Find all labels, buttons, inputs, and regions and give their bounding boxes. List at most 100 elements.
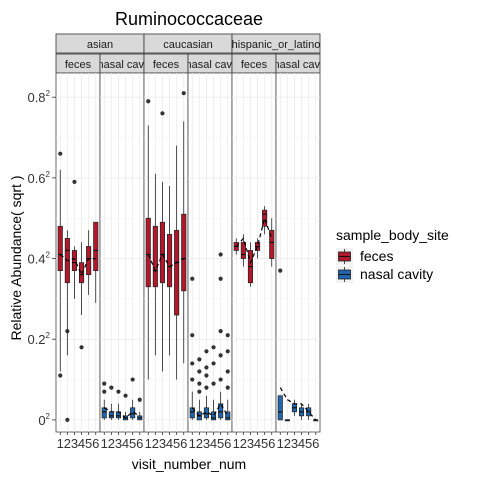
facet-strip-hispanic_or_latino xyxy=(231,33,321,54)
outlier-point xyxy=(146,99,151,104)
x-tick-label: 5 xyxy=(85,436,92,451)
y-axis: 02 0.22 0.42 0.62 0.82 xyxy=(27,89,56,428)
panel-strip-label: nasal cavi xyxy=(98,59,147,71)
box-body xyxy=(166,233,173,288)
outlier-point xyxy=(197,381,202,386)
panel-background xyxy=(187,72,233,433)
box-visit-6 xyxy=(181,91,187,364)
outlier-point xyxy=(218,329,223,334)
box-body xyxy=(145,217,151,288)
outlier-point xyxy=(218,276,223,281)
outlier-point xyxy=(190,333,195,338)
box-visit-3 xyxy=(203,349,210,420)
outlier-point xyxy=(130,377,135,382)
outlier-point xyxy=(116,389,121,394)
box-body xyxy=(152,225,158,288)
box-visit-3 xyxy=(115,389,122,420)
box-body xyxy=(262,209,268,227)
box-visit-1 xyxy=(145,99,151,380)
x-tick-label: 6 xyxy=(180,436,187,451)
box-visit-3 xyxy=(159,111,166,372)
outlier-point xyxy=(225,385,230,390)
panel-strip-label: feces xyxy=(153,59,180,71)
outlier-point xyxy=(204,385,209,390)
x-tick-label: 1 xyxy=(189,436,196,451)
box-visit-2 xyxy=(152,173,158,356)
outlier-point xyxy=(65,329,70,334)
box-body xyxy=(57,225,63,272)
chart-title: Ruminococcaceae xyxy=(115,9,263,29)
outlier-point xyxy=(123,393,128,398)
box-visit-6 xyxy=(313,419,319,422)
box-visit-5 xyxy=(174,145,180,380)
trend-line xyxy=(104,407,141,419)
box-visit-6 xyxy=(137,397,143,421)
outlier-point xyxy=(190,361,195,366)
outlier-point xyxy=(181,91,186,96)
outlier-point xyxy=(211,361,216,366)
outlier-point xyxy=(65,417,70,422)
box-visit-1 xyxy=(101,381,107,420)
x-tick-label: 2 xyxy=(196,436,203,451)
box-visit-6 xyxy=(93,221,99,303)
panel-background xyxy=(55,72,101,433)
legend-title: sample_body_site xyxy=(336,227,449,243)
box-body xyxy=(174,229,180,316)
panel-strip-label: nasal cavi xyxy=(274,59,323,71)
box-visit-4 xyxy=(78,242,85,350)
box-body xyxy=(269,229,275,259)
x-tick-label: 5 xyxy=(129,436,136,451)
box-body xyxy=(71,250,78,272)
panel-background xyxy=(231,72,277,433)
facet-strip-label: hispanic_or_latino xyxy=(232,39,321,51)
x-tick-label: 4 xyxy=(78,436,85,451)
x-tick-label: 1 xyxy=(57,436,64,451)
box-body xyxy=(159,221,166,284)
legend-item-nasal-cavity: nasal cavity xyxy=(336,266,433,283)
x-tick-label: 1 xyxy=(101,436,108,451)
outlier-point xyxy=(225,349,230,354)
x-tick-label: 6 xyxy=(136,436,143,451)
legend-item-label: feces xyxy=(360,248,393,264)
outlier-point xyxy=(160,111,165,116)
outlier-point xyxy=(218,252,223,257)
x-tick-label: 6 xyxy=(268,436,275,451)
y-axis-title: Relative Abundance( sqrt ) xyxy=(8,176,24,341)
outlier-point xyxy=(211,381,216,386)
outlier-point xyxy=(190,377,195,382)
outlier-point xyxy=(278,268,283,273)
x-tick-label: 3 xyxy=(247,436,254,451)
legend: sample_body_site feces nasal cavity xyxy=(336,227,449,283)
x-tick-label: 3 xyxy=(115,436,122,451)
panel-strip-label: nasal cavi xyxy=(186,59,235,71)
box-body xyxy=(210,411,217,421)
x-axis-title: visit_number_num xyxy=(132,456,246,472)
x-tick-label: 1 xyxy=(277,436,284,451)
x-tick-label: 3 xyxy=(203,436,210,451)
outlier-point xyxy=(204,365,209,370)
outlier-point xyxy=(197,389,202,394)
box-body xyxy=(225,411,231,421)
outlier-point xyxy=(137,397,142,402)
x-tick-label: 5 xyxy=(217,436,224,451)
box-body xyxy=(93,221,99,272)
outlier-point xyxy=(72,179,77,185)
outlier-point xyxy=(102,389,107,394)
x-tick-label: 2 xyxy=(64,436,71,451)
box-visit-3 xyxy=(247,242,254,287)
x-tick-label: 4 xyxy=(298,436,305,451)
x-tick-label: 5 xyxy=(261,436,268,451)
x-tick-label: 1 xyxy=(145,436,152,451)
panel-hispanic_or_latino-nasal_cavity: nasal cavi 1 2 3 4 5 6 xyxy=(274,53,323,451)
box-visit-1 xyxy=(233,238,239,255)
outlier-point xyxy=(102,381,107,386)
panel-asian-nasal_cavity: nasal cavi 1 2 3 4 5 6 xyxy=(98,53,147,451)
panel-background xyxy=(275,72,321,433)
y-tick-label: 0.82 xyxy=(27,89,50,105)
facet-strip-label: asian xyxy=(87,39,113,51)
x-tick-label: 3 xyxy=(159,436,166,451)
trend-line xyxy=(59,254,96,277)
